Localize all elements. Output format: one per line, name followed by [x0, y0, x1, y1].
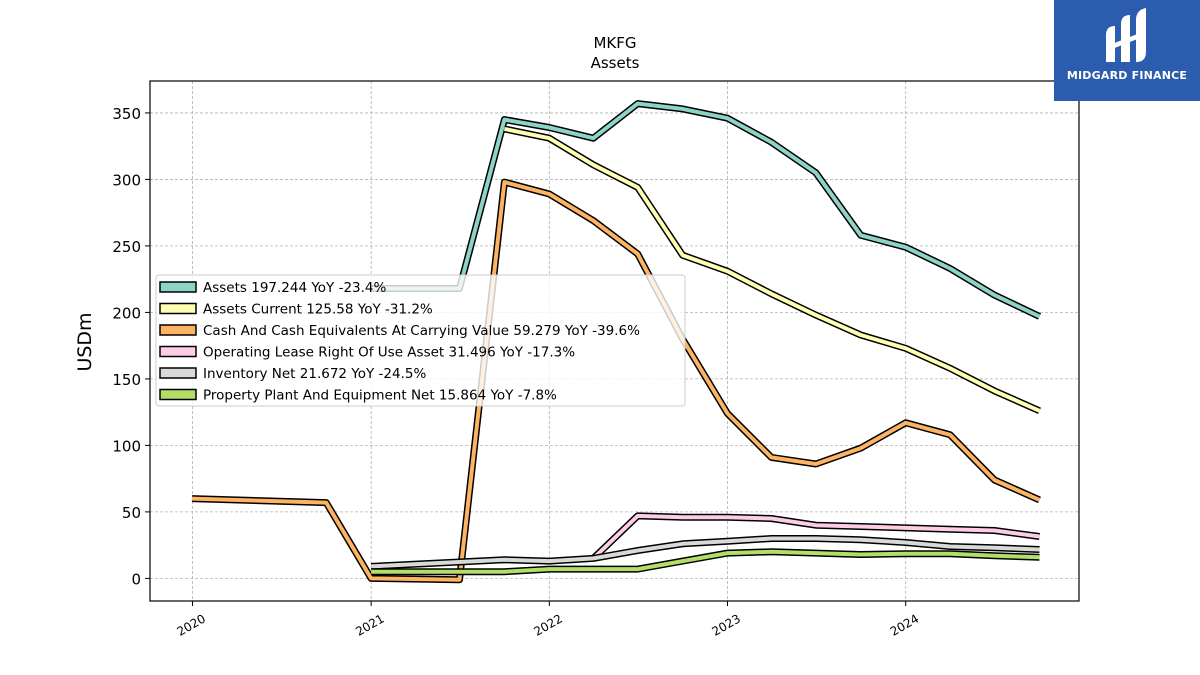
series-line: [503, 126, 1041, 413]
legend-swatch: [159, 345, 197, 358]
legend-swatch: [159, 324, 197, 336]
series-line: [371, 536, 1040, 569]
plot-frame: [149, 80, 1080, 602]
logo-name: MIDGARD FINANCE: [1066, 69, 1188, 82]
x-tick-label: 2021: [353, 611, 386, 638]
y-tick-label: 350: [112, 105, 141, 123]
chart-title: MKFG: [593, 34, 636, 52]
y-tick-label: 200: [112, 304, 141, 322]
series-line: [591, 513, 1040, 560]
legend-label: Operating Lease Right Of Use Asset 31.49…: [203, 345, 575, 361]
y-tick-label: 300: [112, 171, 141, 189]
logo-mark-icon: [1106, 8, 1146, 62]
series-line: [371, 549, 1040, 574]
y-tick-label: 0: [131, 570, 141, 588]
legend-swatch: [159, 388, 197, 401]
midgard-finance-logo: MIDGARD FINANCE: [1054, 0, 1200, 101]
y-tick-label: 50: [122, 504, 141, 522]
legend-label: Cash And Cash Equivalents At Carrying Va…: [203, 323, 640, 339]
x-tick-label: 2023: [710, 611, 743, 638]
x-tick-label: 2020: [175, 611, 208, 638]
y-tick-label: 250: [112, 238, 141, 256]
legend-label: Property Plant And Equipment Net 15.864 …: [203, 388, 557, 404]
y-tick-label: 100: [112, 437, 141, 455]
legend-swatch: [159, 367, 197, 379]
y-tick-label: 150: [112, 371, 141, 389]
legend-swatch: [159, 302, 197, 315]
series-lines: [191, 100, 1041, 584]
y-axis-label: USDm: [74, 312, 96, 371]
chart-subtitle: Assets: [591, 54, 640, 72]
legend: Assets 197.244 YoY -23.4% Assets Current …: [155, 274, 686, 407]
legend-label: Assets 197.244 YoY -23.4%: [203, 280, 387, 296]
legend-box: [155, 274, 686, 407]
series-line: [371, 101, 1041, 319]
x-tick-label: 2022: [531, 611, 564, 638]
x-tick-label: 2024: [888, 611, 921, 638]
legend-label: Inventory Net 21.672 YoY -24.5%: [203, 366, 426, 382]
legend-swatch: [159, 281, 197, 293]
legend-label: Assets Current 125.58 YoY -31.2%: [203, 302, 433, 318]
